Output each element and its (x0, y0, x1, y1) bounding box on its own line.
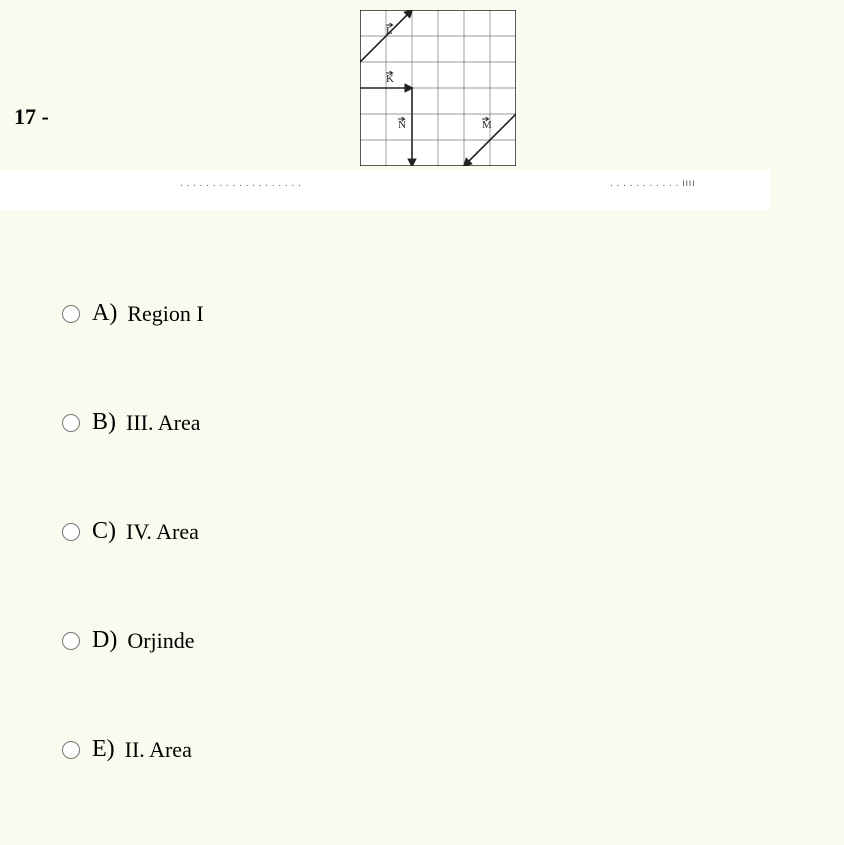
option-letter: B) (92, 409, 116, 436)
option-c[interactable]: C) IV. Area (62, 518, 204, 545)
radio-e[interactable] (62, 741, 80, 759)
option-b[interactable]: B) III. Area (62, 409, 204, 436)
option-text: II. Area (125, 737, 192, 763)
option-text: Region I (127, 301, 203, 327)
option-text: IV. Area (126, 519, 199, 545)
option-text: Orjinde (127, 628, 194, 654)
radio-c[interactable] (62, 523, 80, 541)
question-number: 17 - (14, 104, 49, 130)
question-header: 17 - LKNM . . . . . . . . . . . . . . . … (0, 0, 844, 210)
option-letter: E) (92, 736, 115, 763)
radio-a[interactable] (62, 305, 80, 323)
option-d[interactable]: D) Orjinde (62, 627, 204, 654)
vector-diagram: LKNM (360, 10, 516, 166)
answer-list: A) Region I B) III. Area C) IV. Area D) … (62, 300, 204, 845)
option-letter: A) (92, 300, 117, 327)
radio-b[interactable] (62, 414, 80, 432)
option-a[interactable]: A) Region I (62, 300, 204, 327)
scan-noise-1: . . . . . . . . . . . . . . . . . . . (180, 178, 301, 189)
option-e[interactable]: E) II. Area (62, 736, 204, 763)
svg-text:M: M (482, 119, 492, 131)
option-letter: D) (92, 627, 117, 654)
white-strip (0, 170, 770, 210)
scan-noise-2: . . . . . . . . . . . ıııı (610, 178, 695, 189)
radio-d[interactable] (62, 632, 80, 650)
option-text: III. Area (126, 410, 201, 436)
option-letter: C) (92, 518, 116, 545)
